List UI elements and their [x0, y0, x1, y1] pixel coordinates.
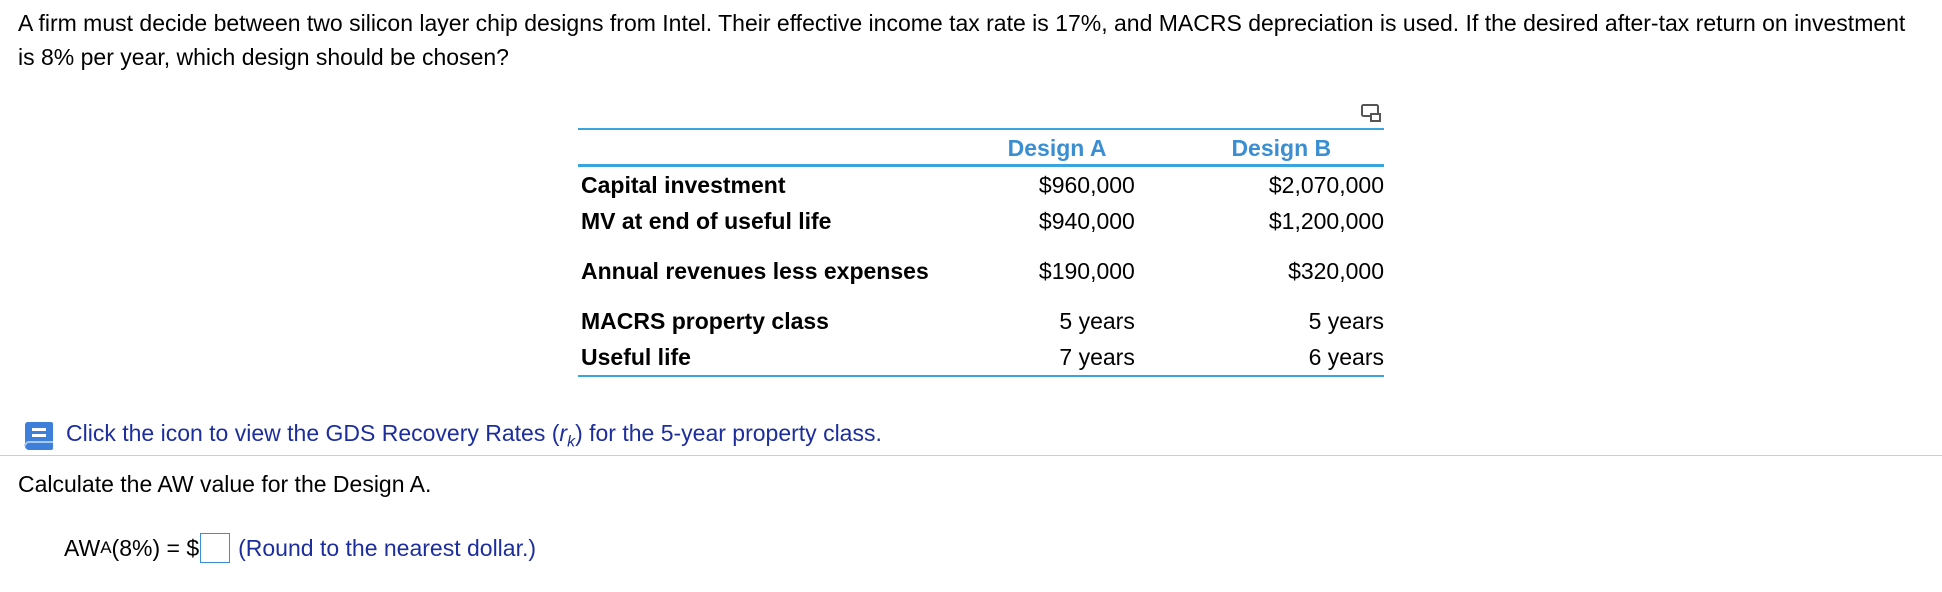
value-design-a: 7 years	[1059, 343, 1135, 370]
value-design-b: 5 years	[1308, 307, 1384, 334]
value-design-a: $960,000	[1038, 171, 1135, 198]
hint-variable: r	[559, 420, 568, 447]
value-design-b: $2,070,000	[1268, 171, 1384, 198]
table-row: Useful life 7 years 6 years	[578, 339, 1384, 376]
value-design-a: $190,000	[1038, 257, 1135, 284]
header-design-b: Design B	[1178, 129, 1384, 167]
header-design-a: Design A	[979, 129, 1135, 167]
table-row: Capital investment $960,000 $2,070,000	[578, 166, 1384, 204]
header-gap	[1134, 129, 1179, 167]
row-label: MV at end of useful life	[581, 207, 832, 234]
hint-suffix: ) for the 5-year property class.	[575, 420, 882, 447]
value-design-a: 5 years	[1059, 307, 1135, 334]
value-design-b: $320,000	[1288, 257, 1384, 284]
table-row: MACRS property class 5 years 5 years	[578, 303, 1384, 339]
hint-prefix: Click the icon to view the GDS Recovery …	[66, 420, 560, 447]
answer-label-sub: A	[100, 538, 112, 557]
header-design-a-label: Design A	[1007, 135, 1107, 161]
row-label: MACRS property class	[581, 307, 829, 334]
table-header-row: Design A Design B	[578, 129, 1384, 167]
question-text: Calculate the AW value for the Design A.	[18, 471, 432, 497]
cell-gap	[1135, 203, 1179, 239]
reference-book-icon[interactable]	[22, 419, 56, 453]
cell-gap	[1135, 166, 1179, 204]
row-label: Useful life	[581, 343, 691, 370]
row-label: Capital investment	[581, 171, 786, 198]
rounding-note: (Round to the nearest dollar.)	[238, 534, 537, 561]
problem-statement: A firm must decide between two silicon l…	[18, 10, 1906, 70]
value-design-b: $1,200,000	[1268, 207, 1384, 234]
header-design-b-label: Design B	[1231, 135, 1332, 161]
table-row: MV at end of useful life $940,000 $1,200…	[578, 203, 1384, 239]
header-empty	[578, 129, 980, 167]
design-comparison-table: Design A Design B Capital investment $96…	[578, 128, 1384, 377]
cell-gap	[1135, 339, 1179, 376]
recovery-rates-link[interactable]: Click the icon to view the GDS Recovery …	[66, 420, 882, 452]
aw-answer-input[interactable]	[200, 533, 231, 563]
answer-label-main: AW	[64, 534, 101, 561]
recovery-rates-hint: Click the icon to view the GDS Recovery …	[22, 418, 882, 454]
value-design-a: $940,000	[1038, 207, 1135, 234]
value-design-b: 6 years	[1308, 343, 1384, 370]
row-label: Annual revenues less expenses	[581, 258, 929, 284]
section-divider	[0, 455, 1942, 456]
table-row: Annual revenues less expenses $190,000 $…	[578, 239, 1384, 303]
hint-subscript: k	[567, 433, 576, 451]
cell-gap	[1135, 239, 1179, 303]
answer-row: AW A (8%) = $ (Round to the nearest dollar…	[64, 530, 536, 566]
copy-table-icon[interactable]	[1360, 102, 1384, 124]
cell-gap	[1135, 303, 1179, 339]
answer-label-rest: (8%) = $	[111, 534, 200, 561]
